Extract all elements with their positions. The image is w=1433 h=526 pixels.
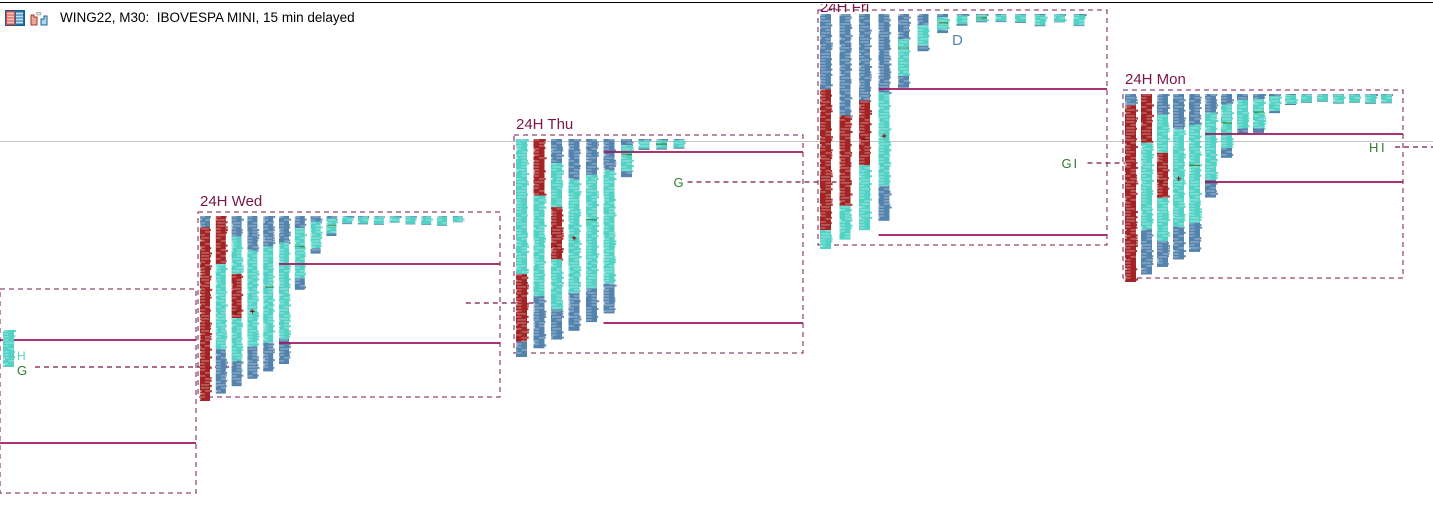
svg-text:G: G <box>1062 156 1072 171</box>
svg-text:24H Wed: 24H Wed <box>200 193 262 210</box>
svg-text:24H Thu: 24H Thu <box>516 116 573 133</box>
svg-text:H: H <box>1369 140 1378 155</box>
svg-text:I: I <box>1074 156 1078 171</box>
svg-text:24H Mon: 24H Mon <box>1125 71 1186 88</box>
svg-text:I: I <box>1381 140 1385 155</box>
svg-text:G: G <box>674 175 684 190</box>
svg-text:G: G <box>17 363 27 378</box>
svg-text:D: D <box>952 32 963 49</box>
svg-text:H: H <box>17 349 26 363</box>
